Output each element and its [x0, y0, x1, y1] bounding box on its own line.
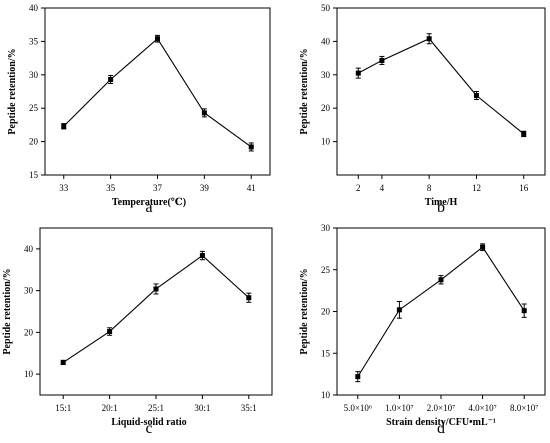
panel-letter: b [437, 199, 445, 216]
x-tick-label: 25:1 [148, 403, 164, 413]
y-tick-label: 40 [24, 244, 34, 254]
x-tick-label: 35:1 [241, 403, 257, 413]
y-axis-title: Peptide retention/% [299, 48, 310, 134]
y-tick-label: 40 [321, 36, 331, 46]
data-point [480, 244, 486, 250]
y-axis-title: Peptide retention/% [7, 48, 18, 134]
chart-panel-b: 10 20 30 40 50 2 4 8 12 16 Time/H Peptide retention… [299, 3, 546, 216]
x-tick-label: 8 [427, 183, 432, 193]
y-tick-label: 25 [29, 103, 39, 113]
y-tick-label: 10 [321, 390, 331, 400]
x-tick-label: 20:1 [102, 403, 118, 413]
chart-panel-d: 10 15 20 25 30 5.0×10⁶ 1.0×10⁷ 2.0×10⁷ 4.0×10⁷ 8.… [299, 223, 546, 437]
data-point [60, 359, 66, 365]
plot-frame [44, 7, 271, 176]
y-tick-label: 40 [29, 3, 39, 13]
x-tick-label: 35 [106, 183, 116, 193]
data-point [246, 295, 252, 301]
y-tick-label: 20 [24, 327, 34, 337]
plot-frame [336, 7, 546, 176]
data-point [248, 144, 254, 150]
y-tick-label: 30 [29, 70, 39, 80]
y-tick-label: 20 [321, 103, 331, 113]
data-point [426, 36, 432, 42]
y-axis-title: Peptide retention/% [2, 268, 13, 354]
panel-letter: c [145, 420, 152, 437]
data-point [107, 329, 113, 335]
data-point [396, 307, 402, 313]
x-tick-label: 33 [59, 183, 69, 193]
series-line [62, 254, 250, 363]
chart-panel-c: 10 20 30 40 15:1 20:1 25:1 30:1 35:1 Liquid-solid… [2, 227, 273, 437]
data-point [199, 253, 205, 259]
data-point [108, 76, 114, 82]
series-line [358, 38, 525, 135]
data-point [355, 374, 361, 380]
x-axis-title: Time/H [425, 197, 458, 208]
x-tick-label: 5.0×10⁶ [344, 403, 372, 413]
x-tick-label: 4.0×10⁷ [468, 403, 496, 413]
y-tick-label: 10 [321, 137, 331, 147]
y-tick-label: 10 [24, 369, 34, 379]
x-axis-title: Temperature(℃) [112, 197, 186, 208]
y-tick-label: 30 [321, 70, 331, 80]
x-tick-label: 2.0×10⁷ [427, 403, 455, 413]
chart-panel-a: 15 20 25 30 35 40 33 35 37 39 41 Temperature(℃) Pept… [7, 3, 271, 216]
x-tick-label: 41 [247, 183, 256, 193]
series-line [63, 37, 252, 148]
plot-frame [39, 227, 273, 396]
panel-letter: a [145, 199, 152, 216]
y-tick-label: 20 [321, 307, 331, 317]
x-tick-label: 12 [472, 183, 481, 193]
x-tick-label: 39 [200, 183, 210, 193]
data-point [379, 57, 385, 63]
y-tick-label: 30 [321, 223, 331, 233]
data-point [438, 277, 444, 283]
data-point [521, 308, 527, 314]
x-tick-label: 15:1 [55, 403, 71, 413]
x-tick-label: 16 [519, 183, 529, 193]
y-tick-label: 25 [321, 265, 331, 275]
data-point [153, 286, 159, 292]
x-tick-label: 4 [380, 183, 385, 193]
y-axis-title: Peptide retention/% [299, 268, 310, 354]
data-point [201, 110, 207, 116]
series-line [357, 246, 525, 377]
data-point [521, 131, 527, 137]
y-tick-label: 20 [29, 137, 39, 147]
x-tick-label: 1.0×10⁷ [385, 403, 413, 413]
y-tick-label: 30 [24, 286, 34, 296]
plot-frame [336, 227, 546, 396]
panel-letter: d [437, 420, 445, 437]
y-tick-label: 15 [321, 348, 331, 358]
y-tick-label: 50 [321, 3, 331, 13]
y-tick-label: 35 [29, 36, 39, 46]
data-point [355, 70, 361, 76]
data-point [473, 93, 479, 99]
x-tick-label: 30:1 [194, 403, 210, 413]
y-tick-label: 15 [29, 170, 39, 180]
x-axis-title: Liquid-solid ratio [111, 417, 186, 428]
data-point [61, 123, 67, 129]
x-axis-title: Strain density/CFU•mL⁻¹ [386, 417, 496, 428]
data-point [155, 36, 160, 42]
x-tick-label: 37 [153, 183, 163, 193]
x-tick-label: 8.0×10⁷ [510, 403, 538, 413]
x-tick-label: 2 [356, 183, 361, 193]
